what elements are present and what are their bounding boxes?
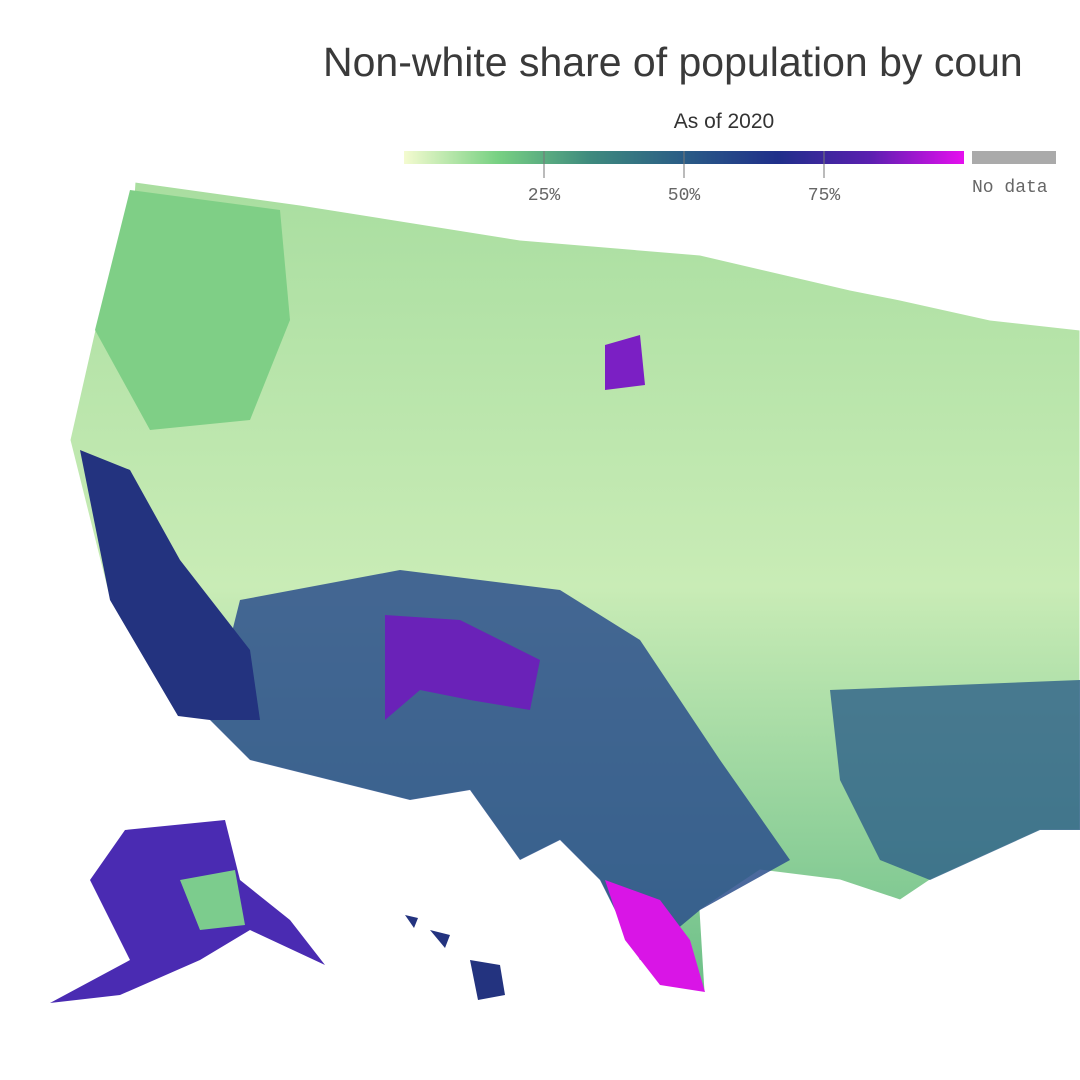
subtitle: As of 2020 xyxy=(674,110,774,133)
region-northwest xyxy=(95,190,290,430)
region-california xyxy=(80,450,260,720)
tick-label: 50% xyxy=(668,186,701,206)
alaska-east xyxy=(180,870,245,930)
tick-label: 25% xyxy=(528,186,561,206)
region-navajo xyxy=(385,615,540,720)
legend: 25% 50% 75% No data xyxy=(404,151,1056,206)
no-data-label: No data xyxy=(972,178,1048,198)
region-texas-border xyxy=(605,880,705,992)
hawaii xyxy=(405,915,505,1000)
region-southwest xyxy=(210,570,790,960)
tick-label: 75% xyxy=(808,186,841,206)
map xyxy=(50,181,1080,1003)
no-data-swatch xyxy=(972,151,1056,164)
alaska xyxy=(50,820,325,1003)
region-sd xyxy=(605,335,645,390)
region-south xyxy=(830,680,1080,880)
title: Non-white share of population by coun xyxy=(323,39,1023,85)
